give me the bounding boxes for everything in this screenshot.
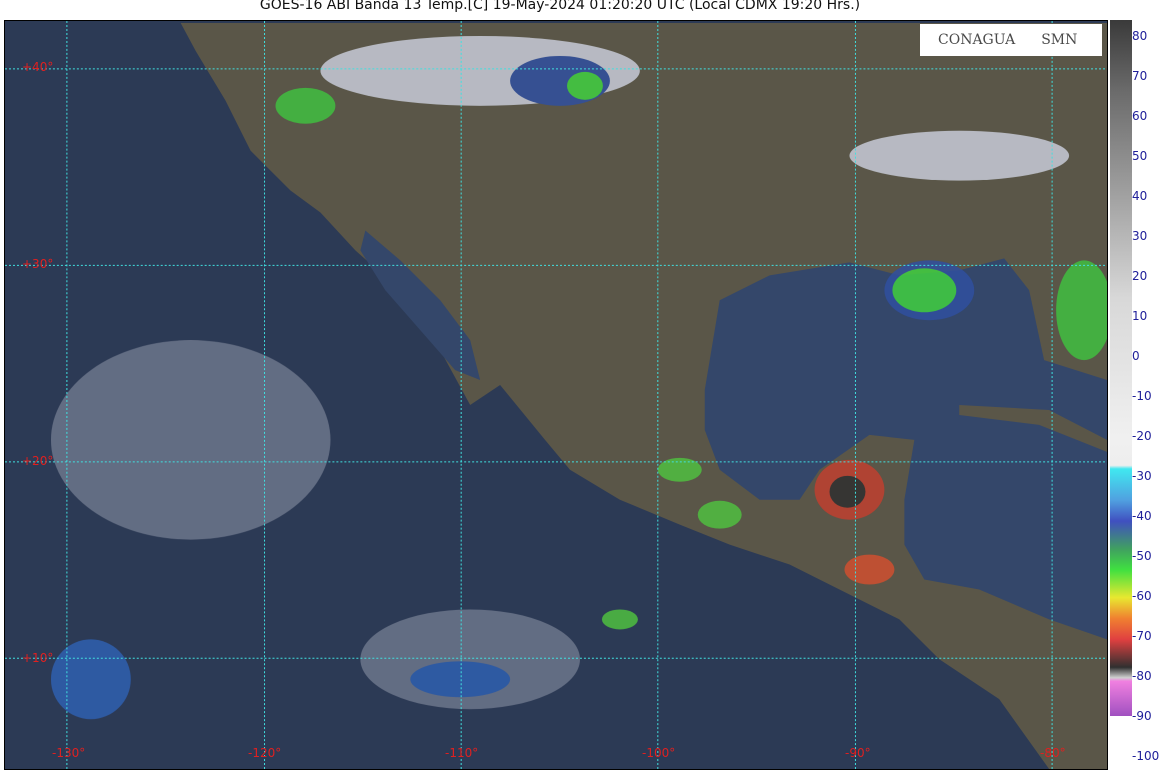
colorbar-tick: -90 — [1132, 709, 1152, 723]
colorbar-tick: 50 — [1132, 149, 1148, 163]
agency-logos: CONAGUA SMN — [920, 24, 1102, 56]
colorbar-tick: -20 — [1132, 429, 1152, 443]
clouds — [50, 35, 1107, 720]
colorbar-tick: 60 — [1132, 109, 1148, 123]
colorbar-tick: -10 — [1132, 389, 1152, 403]
lat-label: +20° — [22, 454, 54, 468]
lat-label: +40° — [22, 60, 54, 74]
graticule — [5, 21, 1107, 769]
lat-label: +30° — [22, 257, 54, 271]
conagua-logo: CONAGUA — [938, 32, 1016, 48]
colorbar-tick: 70 — [1132, 69, 1148, 83]
lon-label: -130° — [52, 746, 86, 760]
colorbar-tick: 80 — [1132, 29, 1148, 43]
colorbar-tick: -70 — [1132, 629, 1152, 643]
cuba — [959, 404, 1107, 452]
colorbar-tick: -50 — [1132, 549, 1152, 563]
colorbar-tick: 20 — [1132, 269, 1148, 283]
lon-label: -90° — [845, 746, 871, 760]
colorbar-tick: 0 — [1132, 349, 1140, 363]
colorbar-tick: -100 — [1132, 749, 1160, 763]
colorbar-tick: 30 — [1132, 229, 1148, 243]
gulf-of-california — [360, 230, 481, 381]
lon-label: -120° — [248, 746, 282, 760]
colorbar-tick: 40 — [1132, 189, 1148, 203]
satellite-map — [4, 20, 1108, 770]
colorbar-tick: -30 — [1132, 469, 1152, 483]
lon-label: -100° — [642, 746, 676, 760]
lon-label: -110° — [445, 746, 479, 760]
image-title: GOES-16 ABI Banda 13 Temp.[C] 19-May-202… — [259, 0, 861, 13]
colorbar-tick: -40 — [1132, 509, 1152, 523]
temperature-colorbar — [1110, 20, 1132, 716]
smn-logo: SMN — [1041, 32, 1078, 48]
colorbar-tick: 10 — [1132, 309, 1148, 323]
lon-label: -80° — [1040, 746, 1066, 760]
lat-label: +10° — [22, 651, 54, 665]
gulf-of-mexico — [704, 258, 1107, 640]
colorbar-tick: -60 — [1132, 589, 1152, 603]
colorbar-tick: -80 — [1132, 669, 1152, 683]
